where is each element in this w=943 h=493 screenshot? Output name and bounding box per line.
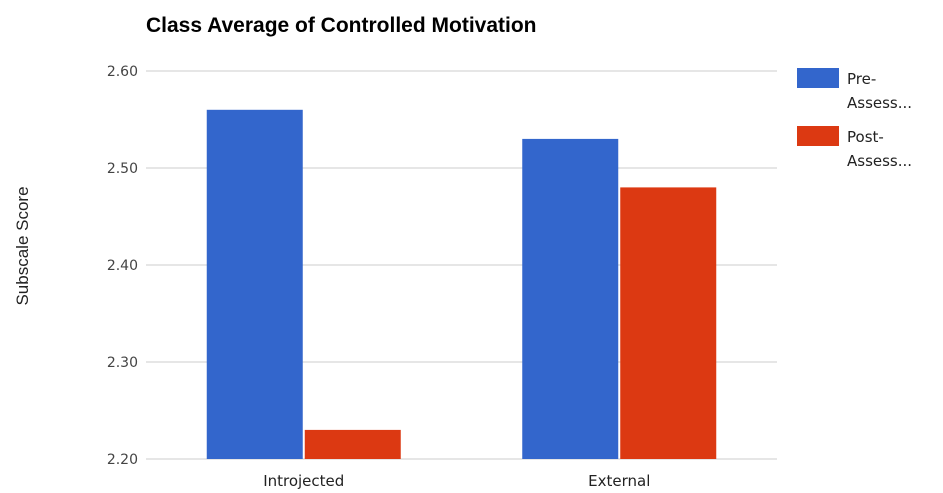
bar-introjected-post[interactable]	[304, 429, 401, 459]
y-tick-label: 2.50	[107, 161, 138, 177]
legend-item[interactable]: Pre- Assess...	[797, 68, 912, 112]
x-tick-label: Introjected	[263, 472, 344, 490]
legend: Pre- Assess... Post- Assess...	[797, 68, 912, 170]
bar-introjected-pre[interactable]	[206, 109, 303, 460]
bars	[206, 109, 717, 460]
x-axis-ticks: Introjected External	[263, 472, 650, 490]
y-tick-label: 2.20	[107, 452, 138, 468]
y-tick-label: 2.60	[107, 64, 138, 80]
bar-external-pre[interactable]	[522, 138, 619, 459]
legend-label: Pre-	[847, 70, 876, 88]
legend-label: Assess...	[847, 94, 912, 112]
legend-swatch	[797, 126, 839, 146]
legend-swatch	[797, 68, 839, 88]
chart-title: Class Average of Controlled Motivation	[146, 14, 537, 37]
x-tick-label: External	[588, 472, 650, 490]
y-axis-label: Subscale Score	[13, 186, 32, 305]
y-tick-label: 2.40	[107, 258, 138, 274]
bar-external-post[interactable]	[620, 187, 717, 459]
y-tick-label: 2.30	[107, 355, 138, 371]
legend-label: Assess...	[847, 152, 912, 170]
legend-label: Post-	[847, 128, 884, 146]
y-axis-ticks: 2.20 2.30 2.40 2.50 2.60	[107, 64, 138, 468]
legend-item[interactable]: Post- Assess...	[797, 126, 912, 170]
